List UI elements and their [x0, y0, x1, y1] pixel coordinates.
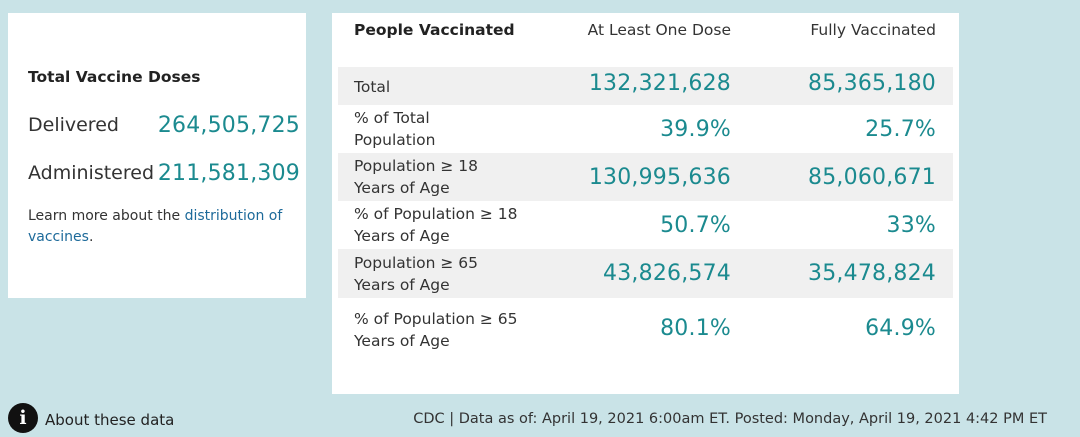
- data-source-note: CDC | Data as of: April 19, 2021 6:00am …: [413, 411, 1047, 427]
- one-dose-value: 39.9%: [660, 117, 731, 142]
- one-dose-value: 43,826,574: [603, 261, 731, 286]
- row-label: % of Population ≥ 18 Years of Age: [354, 205, 518, 245]
- delivered-row: Delivered 264,505,725: [28, 108, 300, 138]
- fully-vaccinated-value: 85,365,180: [808, 71, 936, 96]
- administered-label: Administered: [28, 162, 155, 184]
- col-header-fully-vaccinated: Fully Vaccinated: [810, 21, 936, 39]
- table-row: Population ≥ 65 Years of Age 43,826,574 …: [338, 249, 953, 298]
- row-label: Total: [354, 78, 391, 96]
- table-row: % of Population ≥ 65 Years of Age 80.1% …: [338, 305, 953, 355]
- row-label: Population ≥ 18 Years of Age: [354, 157, 478, 197]
- people-vaccinated-card: People Vaccinated At Least One Dose Full…: [332, 13, 959, 394]
- people-vaccinated-title: People Vaccinated: [354, 21, 515, 39]
- table-row: % of Population ≥ 18 Years of Age 50.7% …: [338, 201, 953, 249]
- col-header-one-dose: At Least One Dose: [587, 21, 731, 39]
- fully-vaccinated-value: 85,060,671: [808, 165, 936, 190]
- table-row: Population ≥ 18 Years of Age 130,995,636…: [338, 153, 953, 201]
- row-label: % of Total Population: [354, 109, 436, 149]
- total-doses-card: Total Vaccine Doses Delivered 264,505,72…: [8, 13, 306, 298]
- one-dose-value: 50.7%: [660, 213, 731, 238]
- table-row: Total 132,321,628 85,365,180: [338, 67, 953, 105]
- fully-vaccinated-value: 25.7%: [865, 117, 936, 142]
- delivered-value: 264,505,725: [157, 113, 300, 138]
- total-doses-title: Total Vaccine Doses: [28, 68, 201, 86]
- fully-vaccinated-value: 33%: [886, 213, 936, 238]
- table-row: % of Total Population 39.9% 25.7%: [338, 105, 953, 153]
- learn-more-prefix: Learn more about the: [28, 208, 185, 224]
- one-dose-value: 132,321,628: [588, 71, 731, 96]
- delivered-label: Delivered: [28, 114, 119, 136]
- one-dose-value: 80.1%: [660, 316, 731, 341]
- one-dose-value: 130,995,636: [588, 165, 731, 190]
- row-label: % of Population ≥ 65 Years of Age: [354, 310, 518, 350]
- learn-more-suffix: .: [88, 229, 94, 245]
- info-icon[interactable]: i: [8, 403, 38, 433]
- fully-vaccinated-value: 35,478,824: [808, 261, 936, 286]
- fully-vaccinated-value: 64.9%: [865, 316, 936, 341]
- row-label: Population ≥ 65 Years of Age: [354, 254, 478, 294]
- administered-row: Administered 211,581,309: [28, 156, 300, 186]
- administered-value: 211,581,309: [157, 161, 300, 186]
- learn-more-text: Learn more about the distribution of vac…: [28, 206, 296, 248]
- about-these-data-label[interactable]: About these data: [45, 411, 175, 429]
- distribution-of-vaccines-link[interactable]: distribution of vaccines: [28, 208, 283, 245]
